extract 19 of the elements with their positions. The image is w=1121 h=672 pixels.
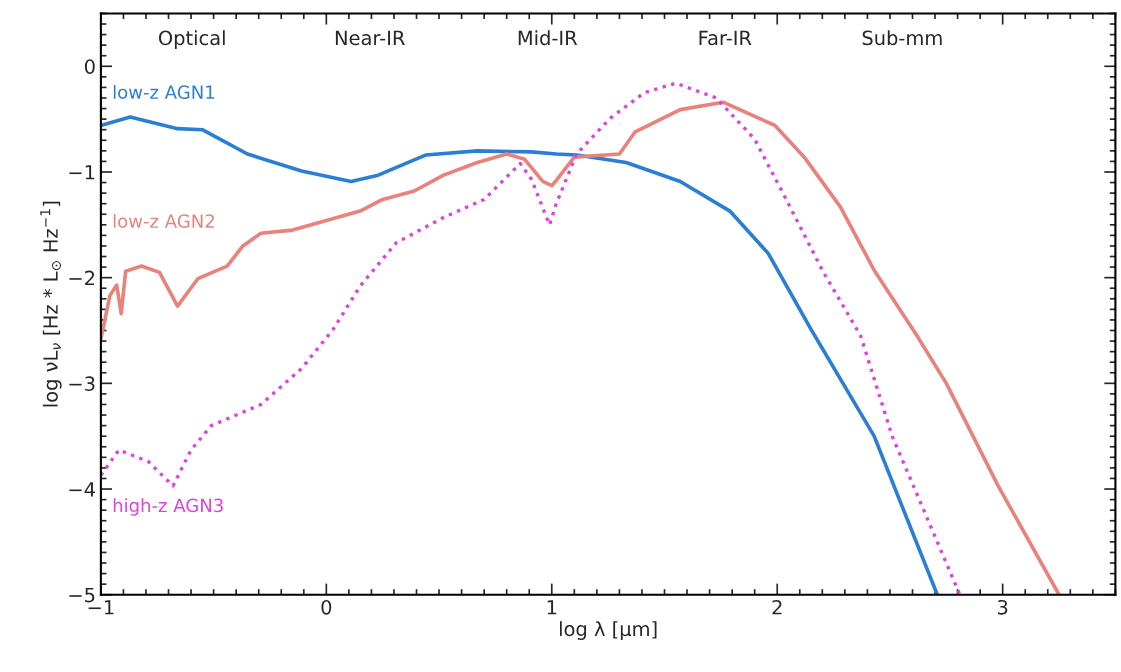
x-tick-label: 2: [772, 599, 782, 615]
annotation: Optical: [158, 30, 225, 50]
series-label: high-z AGN3: [113, 498, 223, 516]
y-tick-label: −4: [69, 482, 95, 497]
x-tick-label: 1: [547, 600, 557, 615]
y-tick-label: −2: [69, 270, 95, 286]
annotation: Near-IR: [335, 30, 405, 46]
annotation: Far-IR: [699, 30, 752, 46]
annotation: Mid-IR: [518, 30, 578, 46]
y-axis-title: log νL$_{ν}$ [Hz * L$_{⊙}$ Hz$^{−1}$]: [40, 201, 62, 407]
y-tick-label: −3: [69, 376, 95, 392]
y-tick-label: 0: [84, 59, 95, 74]
y-tick-label: −1: [69, 165, 95, 180]
annotation: Sub-mm: [862, 30, 942, 46]
x-tick-label: 0: [321, 599, 332, 615]
x-tick-label: 3: [997, 599, 1008, 615]
x-axis-title: log λ [μm]: [559, 621, 657, 640]
series-label: low-z AGN1: [113, 85, 215, 99]
series-label: low-z AGN2: [113, 213, 214, 228]
